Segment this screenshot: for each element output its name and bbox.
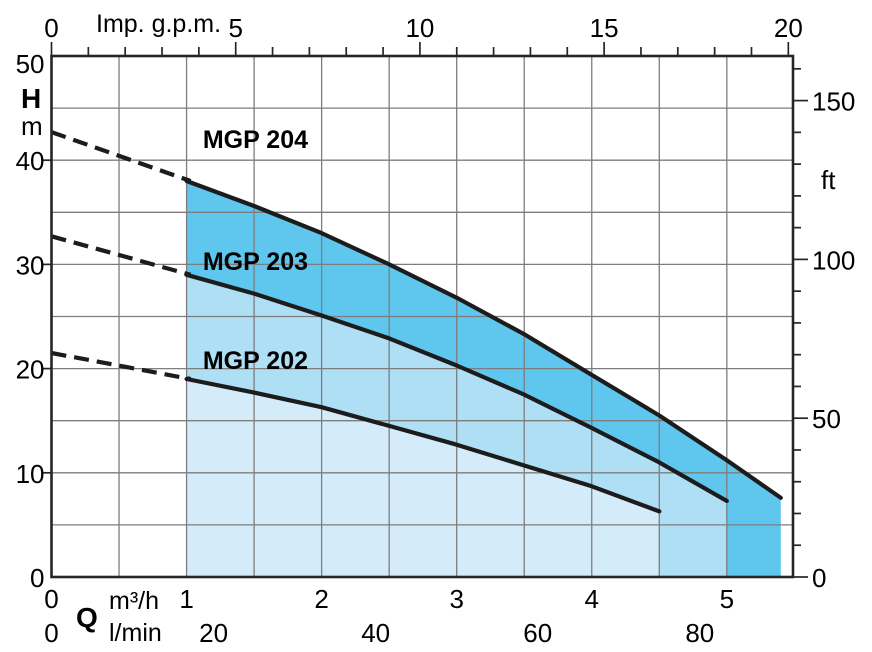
meters-unit-label: m: [21, 111, 43, 141]
dashed-lead-mgp-204: [50, 130, 192, 183]
bottom-axis-m3h-tick-label: 3: [449, 584, 463, 614]
feet-unit-label: ft: [821, 165, 836, 195]
bottom-axis-m3h-tick-label: 4: [585, 584, 599, 614]
top-axis-tick-label: 10: [405, 13, 434, 43]
bottom-axis-lmin-tick-label: 40: [361, 618, 390, 648]
curve-mgp-203: [184, 272, 729, 503]
series-label-mgp-204: MGP 204: [202, 126, 309, 155]
bottom-axis-lmin-tick-label: 60: [523, 618, 552, 648]
top-axis-tick-label: 0: [44, 13, 58, 43]
right-axis-tick-label: 150: [812, 87, 855, 117]
curve-mgp-202: [184, 376, 662, 514]
top-axis-tick-label: 15: [590, 13, 619, 43]
left-axis-tick-label: 0: [30, 563, 44, 593]
liters-per-minute-unit-label: l/min: [109, 619, 162, 647]
bottom-axis-lmin-tick-label: 20: [199, 618, 228, 648]
top-axis-tick-label: 20: [774, 13, 803, 43]
bottom-axis-m3h-tick-label: 1: [179, 584, 193, 614]
left-axis-tick-label: 20: [16, 355, 45, 385]
flow-axis-name-label: Q: [76, 602, 98, 633]
dashed-lead-mgp-202: [51, 350, 191, 382]
bottom-axis-lmin-tick-label: 80: [685, 618, 714, 648]
plot-border: [50, 54, 795, 579]
head-axis-name-label: H: [21, 83, 42, 114]
curve-mgp-204: [184, 178, 783, 500]
left-axis-tick-label: 50: [16, 49, 45, 79]
top-axis-unit-label: Imp. g.p.m.: [96, 10, 222, 38]
top-axis-tick-label: 5: [228, 13, 242, 43]
bottom-axis-m3h-tick-label: 2: [314, 584, 328, 614]
left-axis-tick-label: 30: [16, 250, 45, 280]
bottom-axis-lmin-tick-label: 0: [44, 618, 58, 648]
dashed-lead-mgp-203: [50, 234, 192, 277]
left-axis-tick-label: 10: [16, 459, 45, 489]
cubic-meters-per-hour-unit-label: m³/h: [109, 587, 159, 615]
bottom-axis-m3h-tick-label: 5: [720, 584, 734, 614]
series-label-mgp-202: MGP 202: [202, 347, 309, 376]
series-label-mgp-203: MGP 203: [202, 248, 309, 277]
bottom-axis-m3h-tick-label: 0: [44, 584, 58, 614]
right-axis-tick-label: 100: [812, 245, 855, 275]
right-axis-tick-label: 50: [812, 404, 841, 434]
area-mgp-202: [186, 379, 660, 577]
left-axis-tick-label: 40: [16, 146, 45, 176]
right-axis-tick-label: 0: [812, 563, 826, 593]
